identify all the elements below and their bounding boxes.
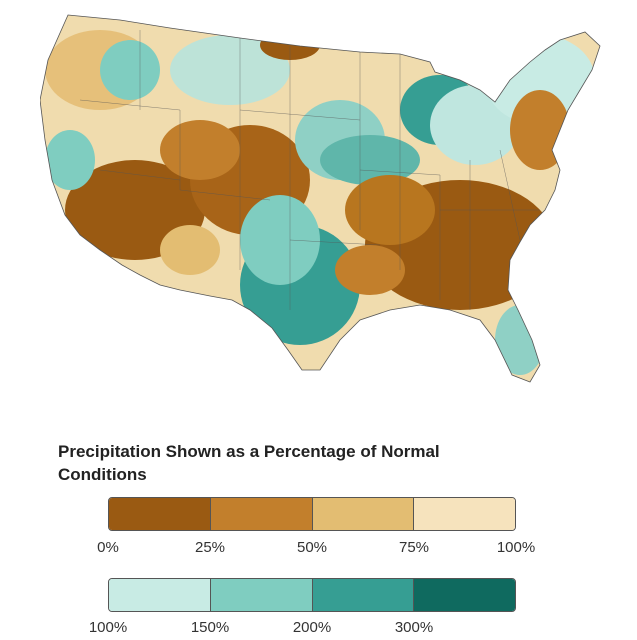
zone-northern-rockies bbox=[100, 40, 160, 100]
us-map-svg bbox=[40, 14, 601, 383]
dry-segment bbox=[312, 498, 415, 530]
dry-tick-label: 100% bbox=[496, 539, 536, 556]
wet-tick-label: 150% bbox=[190, 619, 230, 636]
dry-tick-label: 0% bbox=[97, 539, 119, 556]
dry-scale-bar bbox=[108, 497, 516, 531]
dry-segment bbox=[210, 498, 313, 530]
dry-tick-label: 25% bbox=[194, 539, 226, 556]
wet-tick-label: 200% bbox=[292, 619, 332, 636]
zone-northeast-coast bbox=[510, 90, 570, 170]
us-outline bbox=[40, 14, 601, 383]
precipitation-map bbox=[40, 10, 605, 385]
wet-scale-bar bbox=[108, 578, 516, 612]
legend-title: Precipitation Shown as a Percentage of N… bbox=[58, 442, 440, 484]
state-borders bbox=[79, 30, 540, 310]
dry-segment bbox=[109, 498, 211, 530]
wet-segment bbox=[109, 579, 211, 611]
zone-florida bbox=[495, 305, 545, 375]
dry-segment bbox=[414, 498, 515, 530]
wet-segment bbox=[210, 579, 313, 611]
wet-tick-label: 100% bbox=[88, 619, 128, 636]
dry-tick-label: 50% bbox=[296, 539, 328, 556]
wet-segment bbox=[312, 579, 415, 611]
wet-segment bbox=[414, 579, 515, 611]
dry-tick-label: 75% bbox=[398, 539, 430, 556]
wet-tick-label: 300% bbox=[394, 619, 434, 636]
